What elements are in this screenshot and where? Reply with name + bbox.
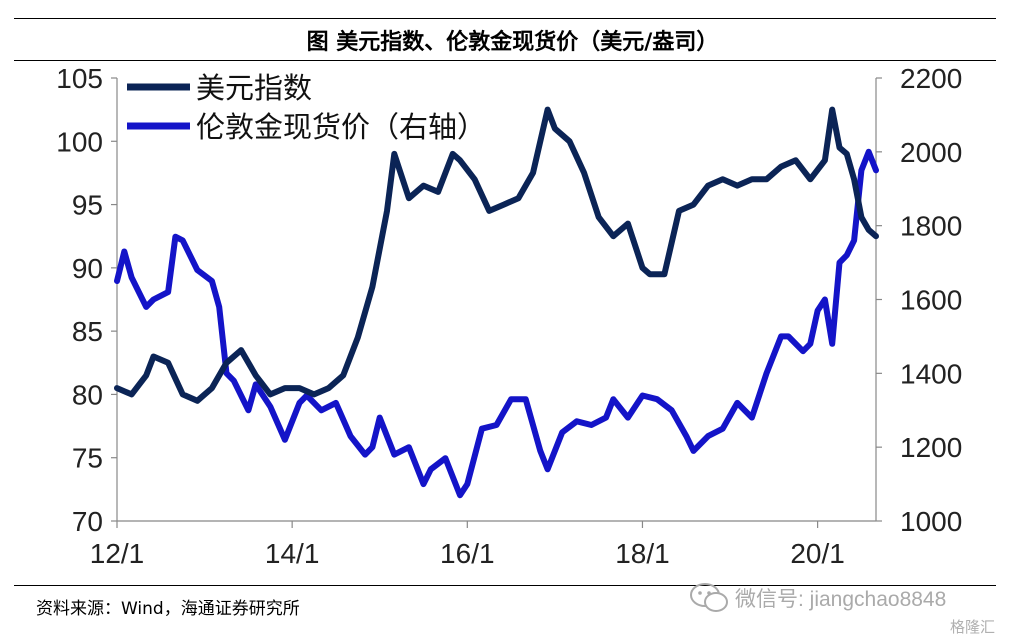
series-line-gold-price [114, 148, 879, 499]
y-right-tick-label: 1600 [900, 285, 962, 316]
x-tick-label: 14/1 [265, 538, 320, 569]
brand-logo: 格隆汇 [950, 618, 996, 636]
wechat-icon [690, 583, 728, 612]
source-note: 资料来源：Wind，海通证券研究所 [36, 599, 300, 619]
y-right-tick-label: 1400 [900, 358, 962, 389]
x-tick-label: 12/1 [90, 538, 145, 569]
y-right-tick-label: 1800 [900, 211, 962, 242]
legend-label: 美元指数 [196, 71, 312, 105]
chart-svg: 70 75 80 85 90 95 100 105 1000 1200 1400 1600 1800 20… [56, 63, 962, 569]
y-left-tick-label: 100 [56, 126, 103, 157]
y-left-tick-label: 105 [56, 63, 103, 94]
y-left-tick-label: 95 [72, 190, 103, 221]
chart-title: 图 美元指数、伦敦金现货价（美元/盎司） [306, 30, 719, 55]
bottom-rule [14, 585, 996, 586]
y-left-tick-label: 85 [72, 316, 103, 347]
series-line-dollar-index [114, 106, 879, 404]
x-tick-label: 16/1 [440, 538, 495, 569]
watermark-text: 微信号: jiangchao8848 [735, 588, 947, 611]
y-left-tick-label: 70 [72, 506, 103, 537]
y-left-tick-label: 75 [72, 443, 103, 474]
x-tick-label: 20/1 [790, 538, 845, 569]
legend-label: 伦敦金现货价（右轴） [196, 110, 486, 144]
y-left-tick-label: 90 [72, 253, 103, 284]
y-right-tick-label: 2000 [900, 137, 962, 168]
title-rule [14, 60, 996, 61]
x-tick-label: 18/1 [615, 538, 670, 569]
top-rule [14, 18, 996, 19]
y-left-tick-label: 80 [72, 379, 103, 410]
y-right-tick-label: 1200 [900, 432, 962, 463]
y-right-tick-label: 1000 [900, 506, 962, 537]
y-right-tick-label: 2200 [900, 63, 962, 94]
